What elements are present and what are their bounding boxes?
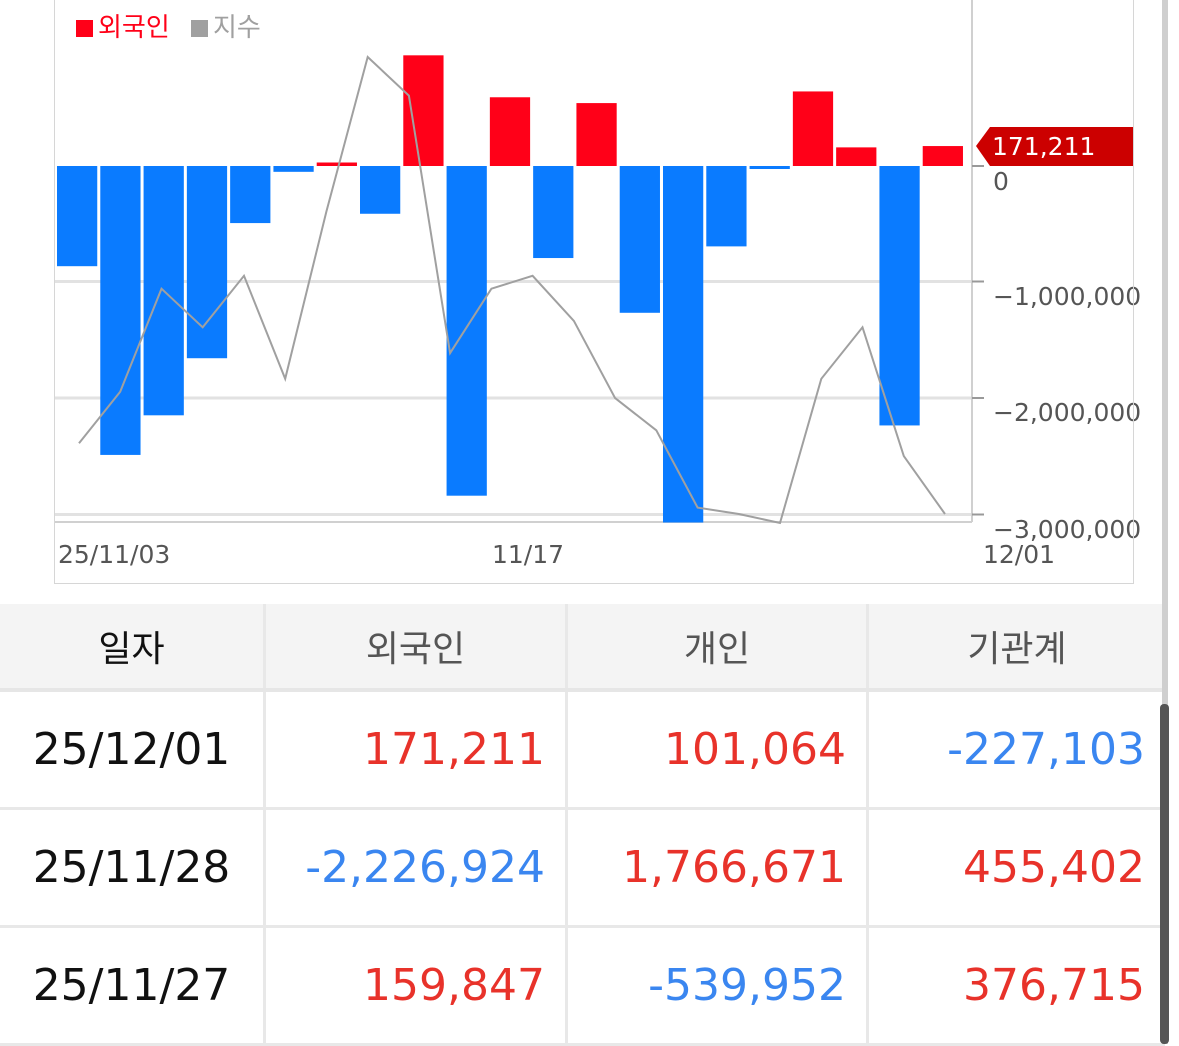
- cell-institution: -227,103: [866, 692, 1165, 807]
- bar: [792, 91, 834, 166]
- bar: [619, 166, 660, 313]
- scroll-thumb[interactable]: [1160, 704, 1169, 1044]
- table-header: 일자 외국인 개인 기관계: [0, 604, 1165, 692]
- x-tick-label: 25/11/03: [58, 540, 170, 569]
- index-line: [78, 55, 946, 525]
- x-tick-label: 12/01: [983, 540, 1055, 569]
- bar: [922, 146, 963, 166]
- table-row[interactable]: 25/11/28 -2,226,924 1,766,671 455,402: [0, 810, 1165, 928]
- bar: [576, 103, 617, 166]
- cell-date: 25/11/28: [32, 842, 231, 893]
- bar: [230, 166, 271, 224]
- bar: [706, 166, 747, 247]
- cell-institution: 455,402: [866, 810, 1165, 925]
- y-tick-label: 0: [993, 167, 1009, 196]
- cell-individual: 1,766,671: [565, 810, 866, 925]
- bar: [57, 166, 98, 267]
- y-tick-label: −3,000,000: [993, 515, 1141, 544]
- bar: [533, 166, 574, 259]
- bar: [663, 166, 704, 523]
- cell-date: 25/11/27: [32, 960, 231, 1011]
- investor-table: 일자 외국인 개인 기관계 25/12/01 171,211 101,064 -…: [0, 604, 1165, 1046]
- bar: [360, 166, 401, 214]
- cell-foreign: 171,211: [263, 692, 565, 807]
- bar: [273, 166, 314, 172]
- bar: [100, 166, 141, 455]
- bar: [186, 166, 228, 359]
- legend-swatch: [76, 20, 93, 37]
- table-row[interactable]: 25/12/01 171,211 101,064 -227,103: [0, 692, 1165, 810]
- cell-foreign: -2,226,924: [263, 810, 565, 925]
- header-foreign[interactable]: 외국인: [263, 604, 565, 688]
- bar: [446, 166, 487, 496]
- x-tick-label: 11/17: [492, 540, 564, 569]
- bar: [749, 166, 790, 169]
- bar: [316, 162, 357, 166]
- bar: [836, 147, 877, 166]
- table-row[interactable]: 25/11/27 159,847 -539,952 376,715: [0, 928, 1165, 1046]
- header-individual[interactable]: 개인: [565, 604, 866, 688]
- bar: [489, 97, 531, 166]
- y-tick-label: −1,000,000: [993, 282, 1141, 311]
- investor-chart: 0 −1,000,000 −2,000,000 −3,000,000 25/11/03 1…: [55, 0, 1141, 569]
- header-institution[interactable]: 기관계: [866, 604, 1165, 688]
- bar: [403, 55, 444, 167]
- last-value-label: 171,211: [992, 132, 1095, 161]
- bar: [879, 166, 920, 426]
- legend-label: 외국인: [98, 13, 170, 43]
- cell-individual: 101,064: [565, 692, 866, 807]
- y-tick-label: −2,000,000: [993, 398, 1141, 427]
- legend-label: 지수: [213, 13, 261, 43]
- last-value-badge: [976, 127, 1134, 166]
- cell-foreign: 159,847: [263, 928, 565, 1043]
- scroll-track[interactable]: [1162, 0, 1168, 1044]
- cell-date: 25/12/01: [32, 724, 231, 775]
- cell-institution: 376,715: [866, 928, 1165, 1043]
- legend-swatch: [191, 20, 208, 37]
- cell-individual: -539,952: [565, 928, 866, 1043]
- header-date[interactable]: 일자: [98, 629, 165, 670]
